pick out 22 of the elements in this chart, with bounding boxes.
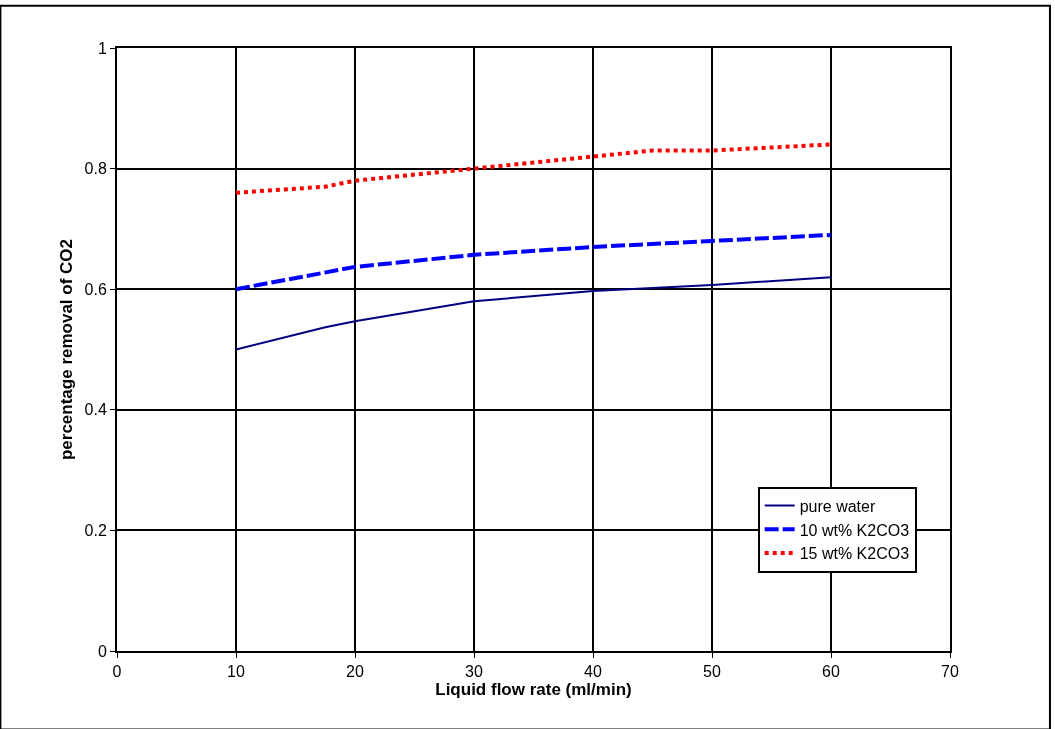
x-tick-label: 70: [941, 663, 959, 681]
x-tick-label: 30: [465, 663, 483, 681]
line-series: [234, 232, 833, 292]
x-tick-label: 60: [822, 663, 840, 681]
x-tick-label: 20: [346, 663, 364, 681]
line-series: [235, 276, 832, 351]
legend-label: pure water: [799, 497, 876, 515]
y-tick-label: 0.2: [84, 522, 107, 539]
y-tick-label: 0: [97, 642, 107, 660]
x-tick-label: 0: [112, 663, 122, 681]
x-tick-label: 50: [703, 663, 721, 681]
legend-label: 15 wt% K2CO3: [799, 545, 910, 563]
legend-label: 10 wt% K2CO3: [799, 521, 910, 539]
y-tick-label: 1: [97, 39, 107, 57]
y-axis-title: percentage removal of CO2: [56, 238, 76, 461]
x-tick-label: 40: [584, 663, 602, 681]
y-tick-label: 0.4: [84, 401, 107, 419]
x-tick-label: 10: [227, 663, 245, 681]
y-tick-label: 0.6: [84, 280, 107, 298]
y-tick-label: 0.8: [84, 160, 107, 178]
line-series: [234, 142, 833, 195]
x-axis-title: Liquid flow rate (ml/min): [435, 680, 632, 700]
